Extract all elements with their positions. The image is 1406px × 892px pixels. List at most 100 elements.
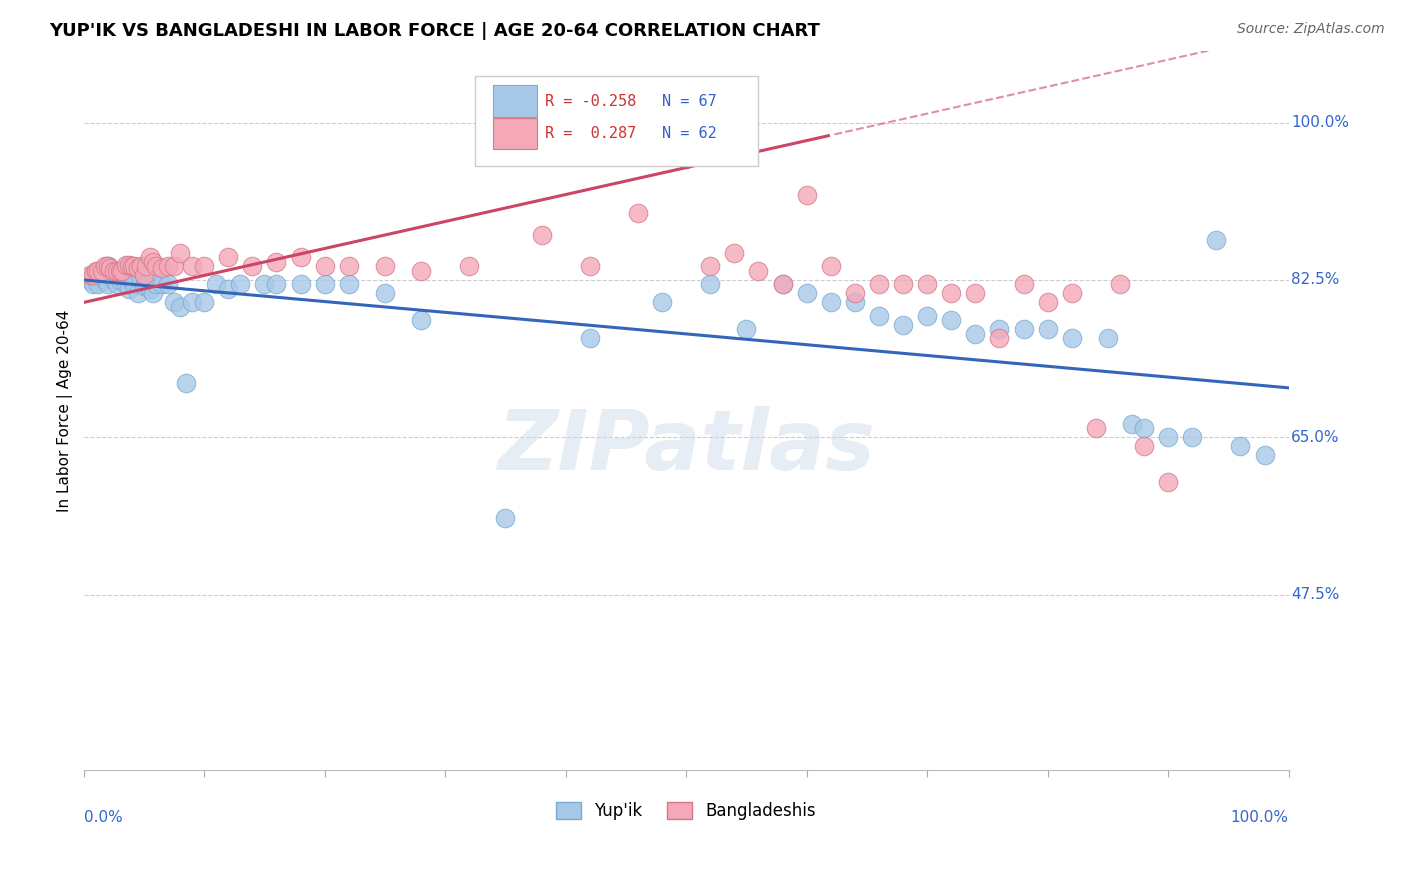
Point (94, 273, 117, 287)
Point (1060, 331, 1083, 345)
Point (90, 264, 112, 278)
FancyBboxPatch shape (494, 118, 537, 149)
Point (988, 331, 1011, 345)
Point (156, 277, 179, 292)
Point (1133, 439, 1156, 453)
Point (530, 227, 553, 242)
Point (240, 260, 263, 274)
Y-axis label: In Labor Force | Age 20-64: In Labor Force | Age 20-64 (58, 310, 73, 511)
Point (150, 261, 173, 276)
Text: N = 67: N = 67 (662, 94, 717, 109)
Point (965, 326, 987, 341)
Point (409, 264, 432, 278)
Point (988, 322, 1011, 336)
Text: 0.0%: 0.0% (83, 810, 122, 824)
FancyBboxPatch shape (475, 76, 758, 166)
Point (1229, 439, 1251, 453)
Point (915, 309, 938, 323)
Point (90, 264, 112, 278)
Point (1012, 277, 1035, 292)
Text: 65.0%: 65.0% (1291, 430, 1340, 445)
Point (1133, 421, 1156, 435)
Point (97, 260, 120, 274)
Point (139, 251, 162, 265)
Point (163, 295, 186, 310)
Point (1205, 232, 1227, 246)
Point (103, 264, 125, 278)
Point (915, 277, 938, 292)
Point (844, 286, 866, 301)
Point (98, 261, 121, 276)
Point (820, 260, 842, 274)
Point (337, 277, 360, 292)
FancyBboxPatch shape (494, 86, 537, 117)
Point (181, 295, 204, 310)
Point (108, 273, 131, 287)
Point (114, 277, 136, 292)
Text: R =  0.287: R = 0.287 (546, 126, 637, 141)
Point (699, 277, 721, 292)
Point (169, 246, 191, 260)
Point (314, 277, 336, 292)
Point (747, 264, 769, 278)
Point (105, 264, 128, 278)
Point (965, 286, 987, 301)
Point (723, 246, 745, 260)
Point (374, 260, 396, 274)
Point (111, 270, 134, 285)
Point (131, 260, 153, 274)
Text: 47.5%: 47.5% (1291, 587, 1340, 602)
Point (156, 260, 179, 274)
Point (122, 277, 145, 292)
Point (127, 261, 149, 276)
Point (868, 309, 890, 323)
Legend: Yup'ik, Bangladeshis: Yup'ik, Bangladeshis (550, 795, 823, 826)
Point (290, 277, 312, 292)
Point (121, 260, 143, 274)
Point (772, 277, 794, 292)
Point (79, 273, 101, 287)
Point (97, 260, 120, 274)
Point (1060, 286, 1083, 301)
Point (79, 268, 101, 283)
Point (105, 277, 128, 292)
Point (891, 277, 914, 292)
Text: 100.0%: 100.0% (1230, 810, 1289, 824)
Point (941, 286, 963, 301)
Point (135, 260, 157, 274)
Point (1157, 430, 1180, 444)
Point (627, 205, 650, 219)
Point (266, 277, 288, 292)
Point (169, 300, 191, 314)
Point (578, 260, 600, 274)
Text: R = -0.258: R = -0.258 (546, 94, 637, 109)
Point (193, 295, 215, 310)
Point (163, 260, 186, 274)
Point (409, 313, 432, 327)
Point (458, 260, 481, 274)
Point (132, 268, 155, 283)
Point (494, 511, 516, 525)
Point (121, 273, 143, 287)
Point (266, 255, 288, 269)
Point (1036, 295, 1059, 310)
Point (142, 286, 165, 301)
Point (1012, 322, 1035, 336)
Point (772, 277, 794, 292)
Point (578, 331, 600, 345)
Point (118, 282, 141, 296)
Point (131, 273, 153, 287)
Text: ZIPatlas: ZIPatlas (498, 406, 875, 487)
Point (111, 264, 134, 278)
Point (181, 260, 204, 274)
Point (217, 282, 239, 296)
Point (94, 260, 117, 274)
Point (87, 264, 110, 278)
Point (314, 260, 336, 274)
Point (82, 268, 104, 283)
Point (193, 260, 215, 274)
Text: N = 62: N = 62 (662, 126, 717, 141)
Point (118, 258, 141, 272)
Point (103, 273, 125, 287)
Point (1109, 277, 1132, 292)
